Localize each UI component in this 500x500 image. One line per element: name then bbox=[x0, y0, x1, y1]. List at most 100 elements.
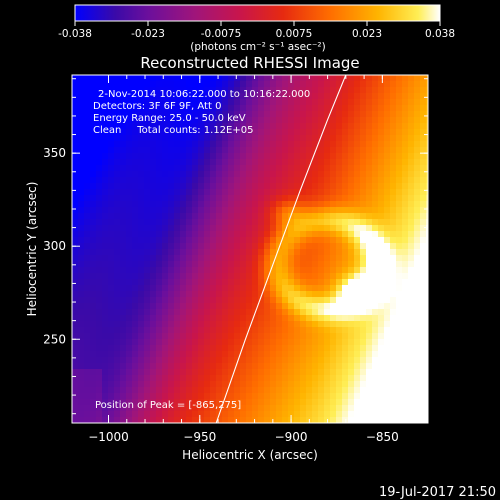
heatmap-pixel bbox=[90, 159, 97, 166]
heatmap-pixel bbox=[288, 165, 295, 172]
heatmap-pixel bbox=[378, 219, 385, 226]
heatmap-pixel bbox=[264, 369, 271, 376]
heatmap-pixel bbox=[360, 291, 367, 298]
heatmap-pixel bbox=[384, 219, 391, 226]
heatmap-pixel bbox=[342, 207, 349, 214]
heatmap-pixel bbox=[282, 87, 289, 94]
heatmap-pixel bbox=[126, 135, 133, 142]
heatmap-pixel bbox=[372, 393, 379, 400]
heatmap-pixel bbox=[108, 123, 115, 130]
heatmap-pixel bbox=[354, 279, 361, 286]
heatmap-pixel bbox=[390, 195, 397, 202]
heatmap-pixel bbox=[210, 273, 217, 280]
heatmap-pixel bbox=[210, 213, 217, 220]
heatmap-pixel bbox=[78, 351, 85, 358]
heatmap-pixel bbox=[336, 171, 343, 178]
heatmap-pixel bbox=[252, 189, 259, 196]
heatmap-pixel bbox=[144, 249, 151, 256]
heatmap-pixel bbox=[180, 93, 187, 100]
heatmap-pixel bbox=[150, 303, 157, 310]
heatmap-pixel bbox=[390, 309, 397, 316]
heatmap-pixel bbox=[192, 411, 199, 418]
heatmap-pixel bbox=[126, 399, 133, 406]
heatmap-pixel bbox=[258, 177, 265, 184]
heatmap-pixel bbox=[150, 309, 157, 316]
heatmap-pixel bbox=[282, 99, 289, 106]
heatmap-pixel bbox=[150, 357, 157, 364]
heatmap-pixel bbox=[156, 351, 163, 358]
heatmap-pixel bbox=[366, 147, 373, 154]
heatmap-pixel bbox=[420, 219, 427, 226]
heatmap-pixel bbox=[132, 255, 139, 262]
heatmap-pixel bbox=[384, 147, 391, 154]
heatmap-pixel bbox=[426, 135, 428, 142]
heatmap-pixel bbox=[150, 387, 157, 394]
heatmap-pixel bbox=[240, 195, 247, 202]
heatmap-pixel bbox=[408, 387, 415, 394]
heatmap-pixel bbox=[282, 105, 289, 112]
heatmap-pixel bbox=[354, 225, 361, 232]
heatmap-pixel bbox=[90, 255, 97, 262]
heatmap-pixel bbox=[360, 207, 367, 214]
heatmap-pixel bbox=[288, 339, 295, 346]
heatmap-pixel bbox=[324, 291, 331, 298]
heatmap-pixel bbox=[108, 333, 115, 340]
heatmap-pixel bbox=[300, 147, 307, 154]
heatmap-pixel bbox=[396, 393, 403, 400]
heatmap-pixel bbox=[378, 195, 385, 202]
heatmap-pixel bbox=[246, 243, 253, 250]
heatmap-pixel bbox=[252, 357, 259, 364]
heatmap-pixel bbox=[342, 117, 349, 124]
heatmap-pixel bbox=[324, 339, 331, 346]
heatmap-pixel bbox=[324, 159, 331, 166]
heatmap-pixel bbox=[198, 147, 205, 154]
heatmap-pixel bbox=[408, 411, 415, 418]
heatmap-pixel bbox=[246, 351, 253, 358]
heatmap-pixel bbox=[246, 75, 253, 82]
heatmap-pixel bbox=[228, 249, 235, 256]
heatmap-pixel bbox=[306, 111, 313, 118]
heatmap-pixel bbox=[288, 303, 295, 310]
heatmap-pixel bbox=[414, 315, 421, 322]
heatmap-pixel bbox=[204, 297, 211, 304]
heatmap-pixel bbox=[144, 405, 151, 412]
heatmap-pixel bbox=[222, 357, 229, 364]
heatmap-pixel bbox=[330, 387, 337, 394]
colorbar-tick-label: 0.038 bbox=[425, 28, 455, 40]
heatmap-pixel bbox=[246, 171, 253, 178]
heatmap-pixel bbox=[114, 303, 121, 310]
heatmap-pixel bbox=[348, 171, 355, 178]
heatmap-pixel bbox=[402, 189, 409, 196]
heatmap-pixel bbox=[312, 321, 319, 328]
heatmap-pixel bbox=[228, 75, 235, 82]
heatmap-pixel bbox=[132, 321, 139, 328]
heatmap-pixel bbox=[300, 417, 307, 423]
heatmap-pixel bbox=[414, 231, 421, 238]
heatmap-pixel bbox=[258, 93, 265, 100]
heatmap-pixel bbox=[198, 321, 205, 328]
heatmap-pixel bbox=[114, 285, 121, 292]
heatmap-pixel bbox=[198, 171, 205, 178]
heatmap-pixel bbox=[252, 123, 259, 130]
heatmap-pixel bbox=[300, 357, 307, 364]
heatmap-pixel bbox=[186, 357, 193, 364]
heatmap-pixel bbox=[312, 411, 319, 418]
heatmap-pixel bbox=[216, 237, 223, 244]
heatmap-pixel bbox=[402, 357, 409, 364]
heatmap-pixel bbox=[174, 405, 181, 412]
heatmap-pixel bbox=[240, 327, 247, 334]
heatmap-pixel bbox=[270, 399, 277, 406]
heatmap-pixel bbox=[324, 279, 331, 286]
heatmap-pixel bbox=[420, 405, 427, 412]
heatmap-pixel bbox=[396, 123, 403, 130]
colorbar-unit-label: (photons cm⁻² s⁻¹ asec⁻²) bbox=[190, 41, 325, 53]
heatmap-pixel bbox=[312, 165, 319, 172]
heatmap-pixel bbox=[96, 147, 103, 154]
heatmap-pixel bbox=[288, 129, 295, 136]
heatmap-pixel bbox=[168, 357, 175, 364]
heatmap-pixel bbox=[174, 225, 181, 232]
heatmap-pixel bbox=[198, 213, 205, 220]
heatmap-pixel bbox=[396, 219, 403, 226]
heatmap-pixel bbox=[192, 87, 199, 94]
heatmap-pixel bbox=[192, 369, 199, 376]
